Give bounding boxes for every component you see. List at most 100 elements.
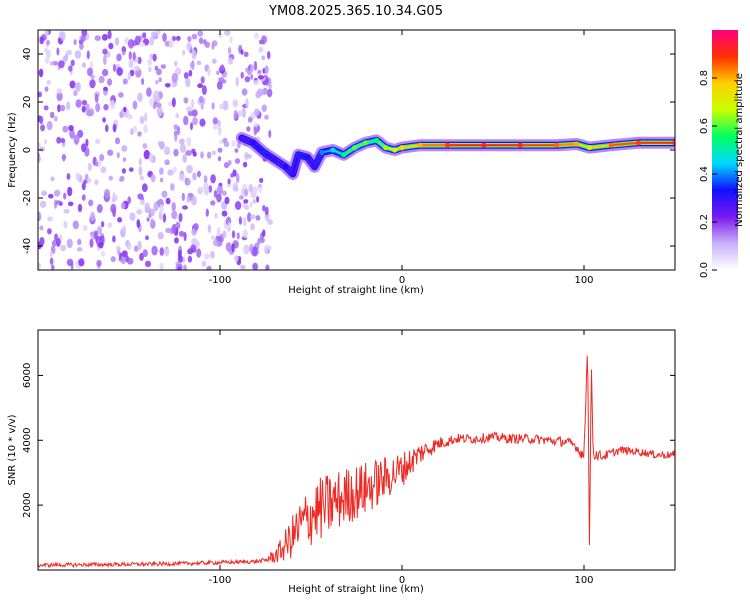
noise-blob: [171, 72, 178, 83]
noise-blob: [221, 210, 228, 217]
noise-blob: [243, 161, 248, 168]
noise-blob: [243, 244, 250, 255]
noise-blob: [254, 32, 259, 40]
noise-blob: [178, 173, 185, 182]
noise-blob: [110, 203, 117, 214]
colorbar-label: Normalized spectral amplitude: [734, 73, 745, 227]
noise-blob: [93, 230, 99, 240]
noise-blob: [158, 77, 162, 83]
colorbar: 0.0 0.2 0.4 0.6 0.8 Normalized spectral ampl…: [699, 30, 745, 278]
noise-blob: [139, 199, 146, 206]
noise-blob: [94, 93, 99, 103]
noise-blob: [142, 32, 147, 39]
noise-blob: [179, 143, 187, 153]
noise-blob: [123, 106, 127, 113]
noise-blob: [70, 59, 75, 67]
noise-blob: [217, 156, 222, 162]
noise-blob: [143, 149, 150, 160]
noise-blob: [53, 189, 61, 197]
noise-blob: [192, 172, 197, 181]
noise-blob: [247, 212, 252, 223]
noise-blob: [136, 209, 141, 215]
colorbar-tick-label: 0.2: [699, 214, 710, 230]
noise-blob: [108, 42, 114, 50]
noise-blob: [255, 215, 261, 221]
noise-blob: [227, 159, 232, 166]
noise-blob: [206, 265, 212, 270]
noise-blob: [60, 138, 66, 143]
ridge-point: [608, 142, 614, 148]
noise-blob: [156, 106, 163, 117]
noise-blob: [144, 202, 150, 213]
noise-blob: [160, 64, 167, 69]
noise-blob: [203, 175, 208, 184]
snr-panel: -100 0 100 2000 4000 6000 Height of straight …: [7, 329, 676, 595]
noise-blob: [121, 145, 128, 152]
noise-blob: [137, 92, 143, 103]
noise-blob: [164, 159, 170, 166]
noise-blob: [233, 255, 239, 262]
noise-blob: [161, 190, 168, 198]
noise-blob: [186, 136, 192, 147]
noise-blob: [72, 220, 79, 230]
noise-blob: [245, 98, 249, 108]
noise-blob: [96, 259, 102, 267]
noise-blob: [201, 85, 207, 96]
noise-blob: [107, 78, 113, 86]
noise-blob: [38, 154, 41, 164]
noise-blob: [228, 57, 233, 65]
noise-blob: [235, 76, 239, 87]
noise-blob: [104, 188, 110, 199]
noise-blob: [94, 179, 99, 186]
noise-blob: [75, 172, 80, 181]
noise-blob: [62, 154, 66, 162]
noise-blob: [178, 230, 185, 237]
noise-blob: [77, 203, 83, 213]
noise-blob: [116, 152, 120, 159]
noise-blob: [60, 244, 67, 252]
noise-blob: [103, 55, 107, 66]
noise-blob: [164, 83, 171, 88]
noise-blob: [149, 36, 155, 46]
ridge-point: [392, 147, 398, 153]
noise-blob: [247, 117, 253, 123]
noise-blob: [101, 34, 108, 41]
noise-blob: [171, 97, 176, 108]
noise-blob: [56, 91, 63, 102]
noise-blob: [111, 197, 116, 203]
noise-blob: [103, 86, 108, 92]
x-tick-label: -100: [209, 275, 232, 286]
noise-blob: [100, 221, 105, 228]
noise-blob: [49, 61, 54, 66]
noise-blob: [232, 100, 239, 108]
noise-blob: [201, 260, 207, 267]
noise-blob: [57, 104, 61, 113]
noise-blob: [143, 124, 148, 134]
noise-blob: [216, 185, 224, 195]
ridge-point: [586, 145, 593, 151]
noise-blob: [132, 100, 138, 110]
noise-blob: [56, 47, 60, 56]
noise-blob: [238, 195, 244, 200]
noise-blob: [150, 174, 156, 183]
noise-blob: [211, 102, 215, 110]
noise-blob: [38, 211, 42, 222]
y-tick-label: 2000: [22, 492, 33, 517]
noise-blob: [159, 262, 164, 270]
noise-blob: [127, 72, 131, 81]
noise-blob: [85, 103, 90, 112]
noise-blob: [267, 219, 273, 225]
x-tick-label: 100: [574, 575, 593, 586]
noise-blob: [185, 150, 192, 156]
noise-blob: [196, 60, 202, 66]
noise-blob: [165, 197, 171, 205]
colorbar-tick-label: 0.6: [699, 118, 710, 134]
noise-blob: [222, 190, 227, 196]
noise-blob: [107, 222, 113, 228]
noise-blob: [191, 98, 195, 109]
noise-blob: [199, 118, 206, 127]
ridge-point: [383, 145, 389, 151]
noise-blob: [136, 219, 141, 228]
noise-blob: [176, 125, 181, 136]
noise-blob: [107, 149, 114, 156]
